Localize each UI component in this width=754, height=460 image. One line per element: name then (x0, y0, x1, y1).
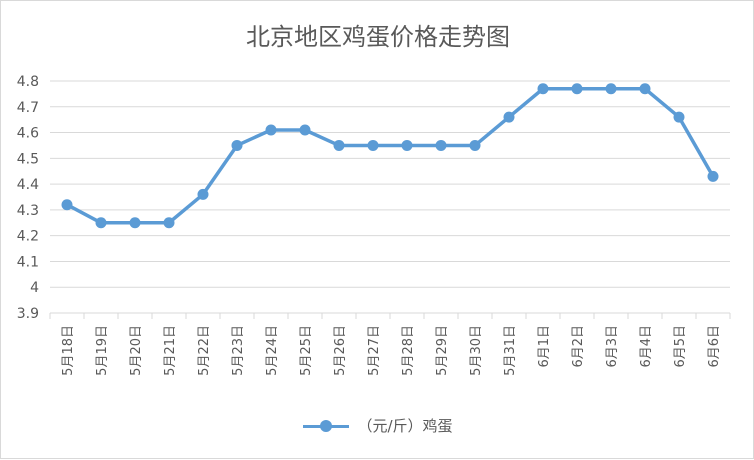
series-line-layer (66, 86, 715, 225)
x-tick-label: 5月25日 (299, 325, 314, 376)
x-tick-label: 5月27日 (367, 325, 382, 376)
x-tick-label: 5月26日 (333, 325, 348, 376)
x-tick-label: 5月19日 (95, 325, 110, 376)
data-point (503, 111, 515, 123)
data-point (571, 83, 583, 95)
data-point (231, 139, 243, 151)
y-tick-label: 4 (30, 280, 39, 296)
x-axis-ticks: 5月18日 5月19日 5月20日 5月21日 5月22日 5月23日 5月24日 5月25日… (49, 313, 731, 376)
y-tick-label: 4.1 (17, 254, 39, 270)
x-tick-label: 5月23日 (231, 325, 246, 376)
data-point (197, 188, 209, 200)
x-tick-label: 6月2日 (571, 325, 586, 368)
x-tick-label: 5月29日 (435, 325, 450, 376)
data-point (163, 217, 175, 229)
data-point (673, 111, 685, 123)
x-tick-label: 5月30日 (469, 325, 484, 376)
data-point (61, 199, 73, 211)
x-tick-label: 6月3日 (605, 325, 620, 368)
x-tick-label: 5月28日 (401, 325, 416, 376)
y-tick-label: 4.2 (17, 229, 39, 245)
x-tick-label: 6月1日 (537, 325, 552, 368)
data-point (129, 217, 141, 229)
data-point (367, 139, 379, 151)
x-tick-label: 6月4日 (639, 325, 654, 368)
legend-entry: （元/斤）鸡蛋 (303, 415, 453, 436)
legend: （元/斤）鸡蛋 (1, 415, 754, 437)
series-points (61, 83, 719, 229)
data-point (639, 83, 651, 95)
chart-title: 北京地区鸡蛋价格走势图 (246, 23, 510, 51)
data-point (435, 139, 447, 151)
data-point (299, 124, 311, 136)
legend-label: （元/斤）鸡蛋 (357, 417, 453, 435)
legend-swatch (303, 419, 350, 433)
data-point (95, 217, 107, 229)
data-point (605, 83, 617, 95)
gridlines (50, 80, 730, 314)
y-tick-label: 3.9 (17, 306, 39, 322)
data-point (333, 139, 345, 151)
x-tick-label: 5月18日 (61, 325, 76, 376)
x-tick-label: 5月22日 (197, 325, 212, 376)
y-axis-ticks: 3.9 4 4.1 4.2 4.3 4.4 4.5 4.6 4.7 4.8 (17, 74, 39, 322)
data-point (537, 83, 549, 95)
x-tick-label: 5月21日 (163, 325, 178, 376)
y-tick-label: 4.6 (17, 126, 39, 142)
series-line (66, 86, 715, 225)
x-tick-label: 6月5日 (673, 325, 688, 368)
x-tick-label: 5月31日 (503, 325, 518, 376)
x-tick-label: 5月20日 (129, 325, 144, 376)
y-tick-label: 4.7 (17, 100, 39, 116)
y-tick-label: 4.4 (17, 177, 39, 193)
x-tick-label: 5月24日 (265, 325, 280, 376)
data-point (401, 139, 413, 151)
data-point (469, 139, 481, 151)
y-tick-label: 4.5 (17, 151, 39, 167)
x-tick-label: 6月6日 (707, 325, 722, 368)
data-point (707, 170, 719, 182)
y-tick-label: 4.8 (17, 74, 39, 90)
data-point (265, 124, 277, 136)
y-tick-label: 4.3 (17, 203, 39, 219)
